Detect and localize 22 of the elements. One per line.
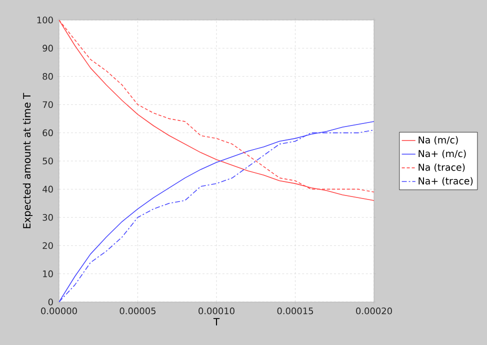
y-axis-title: Expected amount at time T (22, 92, 33, 228)
y-tick-label: 70 (42, 101, 53, 108)
legend-label: Na (m/c) (418, 136, 458, 145)
x-axis-title: T (213, 318, 220, 326)
legend-label: Na+ (m/c) (418, 150, 466, 158)
x-tick-label: 0.00020 (356, 308, 392, 314)
legend-label: Na+ (trace) (418, 177, 473, 186)
y-tick-label: 100 (37, 16, 53, 24)
y-tick-label: 60 (42, 129, 53, 136)
legend-label: Na (trace) (418, 163, 465, 172)
x-tick-label: 0.00015 (277, 308, 314, 314)
x-tick-label: 0.00010 (198, 308, 234, 314)
y-tick-label: 40 (42, 186, 53, 193)
y-tick-label: 90 (42, 44, 53, 52)
x-tick-label: 0.00005 (120, 308, 156, 314)
x-tick-label: 0.00000 (41, 308, 77, 314)
y-tick-label: 50 (42, 158, 53, 164)
y-tick-label: 30 (42, 214, 53, 221)
y-tick-label: 80 (42, 73, 53, 80)
y-tick-label: 0 (48, 298, 53, 306)
y-tick-label: 10 (43, 270, 53, 278)
y-tick-label: 20 (42, 242, 53, 249)
